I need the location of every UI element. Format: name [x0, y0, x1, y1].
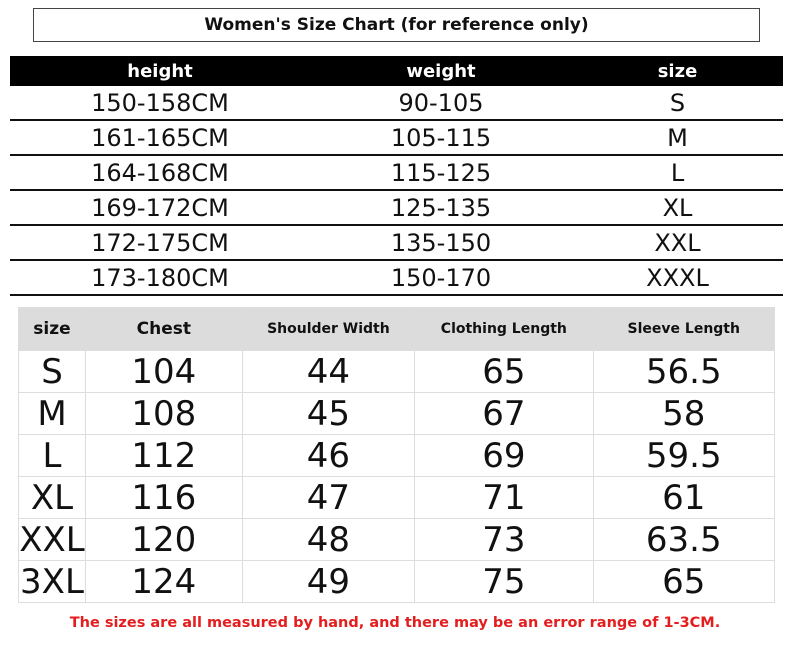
- table-row: 150-158CM 90-105 S: [10, 86, 783, 121]
- table-cell: 65: [592, 560, 776, 603]
- table-cell: 104: [84, 350, 243, 393]
- table-header: height weight size: [10, 56, 783, 86]
- table-cell: 3XL: [18, 560, 86, 603]
- table-cell: 161-165CM: [91, 123, 229, 152]
- header-sleeve: Sleeve Length: [592, 307, 776, 351]
- table-row: 3XL 124 49 75 65: [18, 560, 776, 603]
- table-cell: XXXL: [646, 263, 709, 292]
- table-cell: 63.5: [592, 518, 776, 561]
- table-cell: XXL: [18, 518, 86, 561]
- table-cell: 169-172CM: [91, 193, 229, 222]
- header-height: height: [127, 60, 193, 82]
- header-weight: weight: [406, 60, 476, 82]
- header-length: Clothing Length: [414, 307, 594, 351]
- table-cell: M: [18, 392, 86, 435]
- table-cell: 56.5: [592, 350, 776, 393]
- table-row: S 104 44 65 56.5: [18, 350, 776, 393]
- table-cell: 90-105: [398, 88, 484, 117]
- table-cell: 120: [84, 518, 243, 561]
- table-row: 173-180CM 150-170 XXXL: [10, 261, 783, 296]
- table-cell: 65: [414, 350, 594, 393]
- table-row: XL 116 47 71 61: [18, 476, 776, 519]
- table-cell: 150-158CM: [91, 88, 229, 117]
- measurement-table: size Chest Shoulder Width Clothing Lengt…: [18, 307, 776, 603]
- header-size: size: [18, 307, 86, 351]
- table-cell: 164-168CM: [91, 158, 229, 187]
- measurement-note: The sizes are all measured by hand, and …: [69, 615, 721, 631]
- table-cell: 48: [241, 518, 416, 561]
- table-cell: 116: [84, 476, 243, 519]
- table-row: 164-168CM 115-125 L: [10, 156, 783, 191]
- table-cell: 49: [241, 560, 416, 603]
- table-row: XXL 120 48 73 63.5: [18, 518, 776, 561]
- height-weight-table: height weight size 150-158CM 90-105 S 161-1…: [10, 56, 783, 296]
- header-size: size: [657, 60, 698, 82]
- header-shoulder: Shoulder Width: [241, 307, 416, 351]
- table-cell: 44: [241, 350, 416, 393]
- table-cell: 75: [414, 560, 594, 603]
- table-cell: 71: [414, 476, 594, 519]
- table-cell: XL: [662, 193, 693, 222]
- chart-title: Women's Size Chart (for reference only): [33, 8, 760, 42]
- table-cell: 59.5: [592, 434, 776, 477]
- header-chest: Chest: [84, 307, 243, 351]
- table-cell: S: [18, 350, 86, 393]
- table-cell: XL: [18, 476, 86, 519]
- table-cell: 150-170: [390, 263, 492, 292]
- table-row: M 108 45 67 58: [18, 392, 776, 435]
- table-cell: 69: [414, 434, 594, 477]
- table-cell: 47: [241, 476, 416, 519]
- table-cell: 115-125: [390, 158, 492, 187]
- table-row: 169-172CM 125-135 XL: [10, 191, 783, 226]
- table-row: 172-175CM 135-150 XXL: [10, 226, 783, 261]
- table-cell: 125-135: [390, 193, 492, 222]
- table-row: L 112 46 69 59.5: [18, 434, 776, 477]
- table-cell: 124: [84, 560, 243, 603]
- table-cell: L: [670, 158, 685, 187]
- table-cell: 61: [592, 476, 776, 519]
- table-cell: 135-150: [390, 228, 492, 257]
- table-cell: 67: [414, 392, 594, 435]
- table-cell: 108: [84, 392, 243, 435]
- table-cell: 58: [592, 392, 776, 435]
- table-cell: 73: [414, 518, 594, 561]
- table-cell: 173-180CM: [91, 263, 229, 292]
- table-header: size Chest Shoulder Width Clothing Lengt…: [18, 307, 776, 351]
- table-cell: 105-115: [390, 123, 492, 152]
- table-cell: 45: [241, 392, 416, 435]
- table-cell: L: [18, 434, 86, 477]
- table-cell: 46: [241, 434, 416, 477]
- table-cell: 112: [84, 434, 243, 477]
- table-cell: S: [669, 88, 686, 117]
- table-cell: M: [667, 123, 688, 152]
- table-row: 161-165CM 105-115 M: [10, 121, 783, 156]
- table-cell: XXL: [654, 228, 701, 257]
- table-cell: 172-175CM: [91, 228, 229, 257]
